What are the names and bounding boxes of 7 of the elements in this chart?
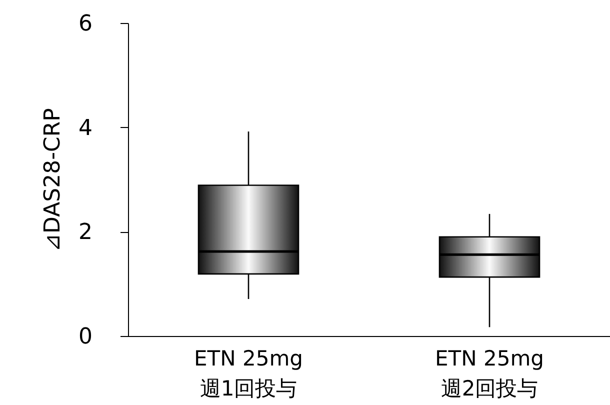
x-tick-label: ETN 25mg 週2回投与: [435, 346, 544, 400]
y-axis-title: ⊿DAS28-CRP: [40, 108, 66, 252]
x-tick-label: ETN 25mg 週1回投与: [194, 346, 303, 400]
y-tick-label: 4: [78, 116, 92, 141]
y-tick-label: 6: [78, 12, 92, 36]
y-tick-label: 2: [78, 220, 92, 246]
y-tick-label: 0: [78, 324, 92, 350]
